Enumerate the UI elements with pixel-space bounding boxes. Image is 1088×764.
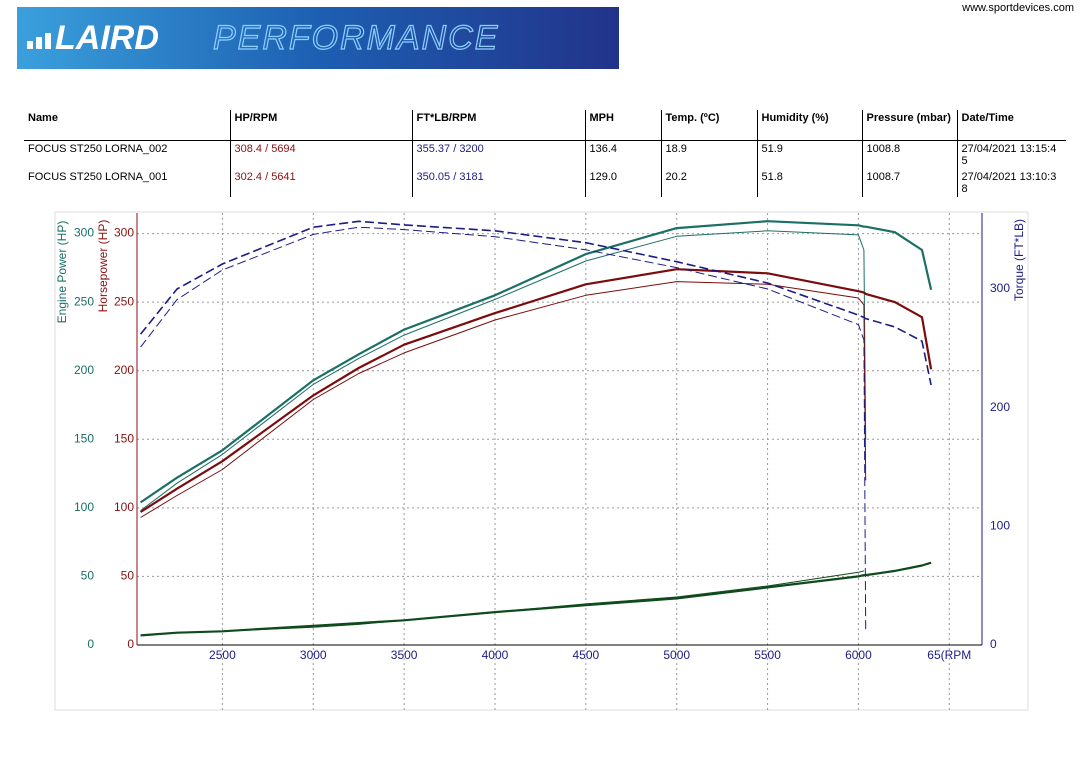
x-tick-label: 5500 (754, 648, 781, 662)
table-row: FOCUS ST250 LORNA_001 302.4 / 5641 350.05 … (24, 169, 1066, 197)
url: www.sportdevices.com (962, 2, 1074, 14)
y2-tick-label: 300 (990, 281, 1010, 295)
y2-title: Torque (FT*LB) (1012, 219, 1026, 301)
column-header: Humidity (%) (756, 110, 862, 141)
series-line (140, 226, 867, 630)
series-line (140, 570, 865, 636)
x-tick-label: 4500 (572, 648, 599, 662)
table-cell: 51.8 (756, 169, 862, 197)
series-line (139, 220, 933, 504)
x-tick-label: 4000 (482, 648, 509, 662)
y-tick-label-2: 250 (114, 294, 134, 308)
column-header: MPH (584, 110, 661, 141)
table-cell: 18.9 (660, 140, 757, 169)
x-tick-label: 3000 (300, 648, 327, 662)
table-cell: 20.2 (660, 169, 757, 197)
table-cell: 129.0 (584, 169, 661, 197)
y2-tick-label: 0 (990, 637, 997, 651)
y-tick-label: 0 (87, 637, 94, 651)
y-title: Engine Power (HP) (55, 221, 69, 324)
table-cell: 1008.8 (861, 140, 957, 169)
y-title-2: Horsepower (HP) (96, 220, 110, 313)
table-cell: FOCUS ST250 LORNA_002 (28, 143, 168, 155)
table-cell: 136.4 (584, 140, 661, 169)
table-cell: 308.4 / 5694 (229, 140, 412, 169)
y2-tick-label: 200 (990, 400, 1010, 414)
logo: LAIRD PERFORMANCE (17, 7, 619, 69)
table-cell: 350.05 / 3181 (411, 169, 585, 197)
column-header: Pressure (mbar) (861, 110, 957, 141)
y2-tick-label: 100 (990, 518, 1010, 532)
y-tick-label-2: 300 (114, 226, 134, 240)
series-line (140, 268, 933, 513)
x-tick-label: 6000 (845, 648, 872, 662)
table-cell: 51.9 (756, 140, 862, 169)
x-tick-label: 5000 (663, 648, 690, 662)
x-tick-label: 2500 (209, 648, 236, 662)
x-tick-label: 3500 (391, 648, 418, 662)
y-tick-label-2: 0 (127, 637, 134, 651)
column-header: Date/Time (956, 110, 1066, 141)
column-header: Name (24, 110, 230, 141)
y-tick-label-2: 50 (121, 569, 135, 583)
y-tick-label: 250 (74, 294, 94, 308)
y-tick-label: 50 (81, 569, 95, 583)
table-cell: 27/04/2021 13:15:45 (956, 140, 1066, 169)
x-tick-label: 65(RPM (927, 648, 971, 662)
series-line (140, 230, 867, 511)
series-line (140, 561, 932, 637)
y-tick-label: 100 (74, 500, 94, 514)
table-cell: 27/04/2021 13:10:38 (956, 169, 1066, 197)
table-cell: FOCUS ST250 LORNA_001 (28, 171, 168, 183)
y-tick-label-2: 150 (114, 431, 134, 445)
y-tick-label-2: 100 (114, 500, 134, 514)
table-cell: 302.4 / 5641 (229, 169, 412, 197)
y-tick-label: 300 (74, 226, 94, 240)
table-cell: 1008.7 (861, 169, 957, 197)
series-line (139, 220, 932, 386)
column-header: Temp. (ºC) (660, 110, 757, 141)
y-tick-label: 150 (74, 431, 94, 445)
y-tick-label: 200 (74, 363, 94, 377)
series-line (140, 281, 867, 518)
results-table: Name HP/RPM FT*LB/RPM MPH Temp. (ºC) Humidity… (24, 110, 1066, 197)
y-tick-label-2: 200 (114, 363, 134, 377)
column-header: HP/RPM (229, 110, 412, 141)
table-cell: 355.37 / 3200 (411, 140, 585, 169)
chart-frame (54, 211, 1029, 711)
table-row: FOCUS ST250 LORNA_002 308.4 / 5694 355.37 … (24, 140, 1066, 169)
logo-light: PERFORMANCE (213, 19, 499, 57)
column-header: FT*LB/RPM (411, 110, 585, 141)
logo-bold: LAIRD (55, 19, 159, 57)
